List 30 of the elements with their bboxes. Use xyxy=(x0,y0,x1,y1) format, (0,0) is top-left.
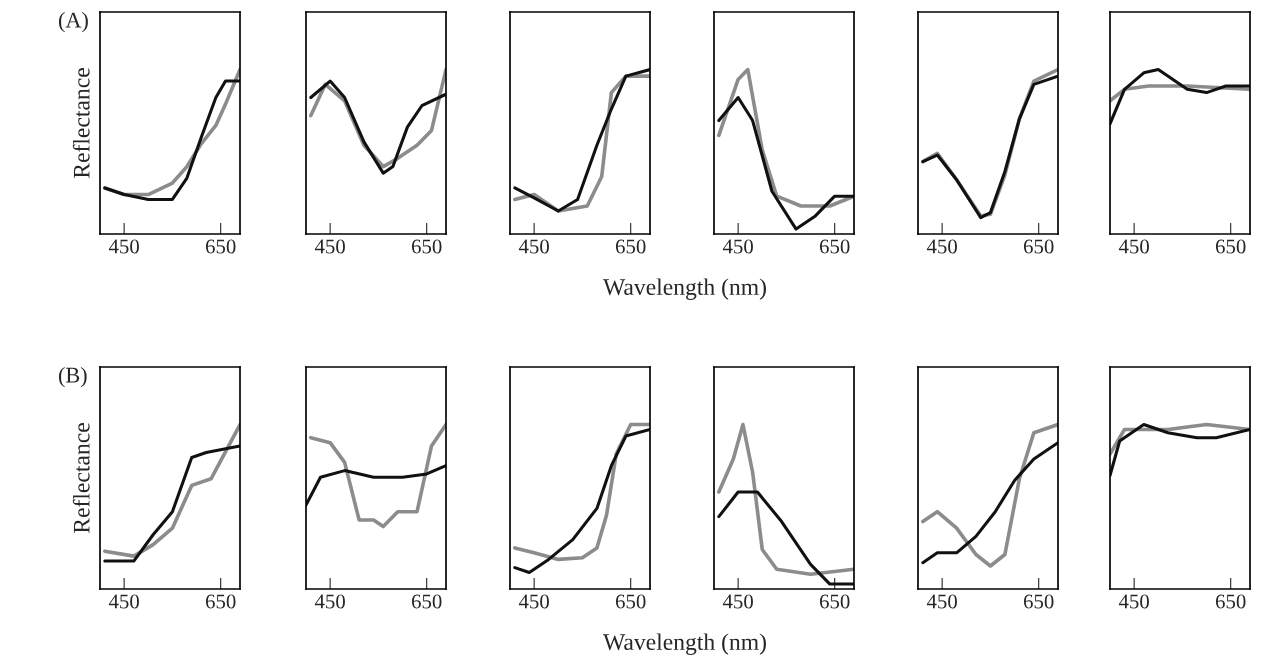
x-tick-label: 450 xyxy=(1118,239,1149,254)
y-axis-title: Reflectance xyxy=(72,423,90,534)
x-tick-label: 650 xyxy=(205,239,236,254)
x-tick-label: 650 xyxy=(1023,594,1054,609)
x-tick-label: 450 xyxy=(518,239,549,254)
x-tick-label: 650 xyxy=(411,594,442,609)
x-tick-label: 450 xyxy=(1118,594,1149,609)
x-tick-label: 650 xyxy=(819,239,850,254)
y-axis-title: Reflectance xyxy=(72,68,90,179)
x-tick-label: 650 xyxy=(1215,594,1246,609)
chart-title: (B) xyxy=(58,367,87,388)
x-tick-label: 650 xyxy=(1215,239,1246,254)
x-axis-title: Wavelength (nm) xyxy=(603,278,766,300)
x-tick-label: 450 xyxy=(722,594,753,609)
x-tick-label: 450 xyxy=(314,594,345,609)
x-axis-title: Wavelength (nm) xyxy=(603,633,766,655)
x-tick-label: 650 xyxy=(819,594,850,609)
x-tick-label: 450 xyxy=(926,239,957,254)
x-tick-label: 650 xyxy=(615,594,646,609)
x-tick-label: 450 xyxy=(722,239,753,254)
x-tick-label: 650 xyxy=(205,594,236,609)
chart-title: (A) xyxy=(58,12,88,33)
x-tick-label: 450 xyxy=(108,239,139,254)
x-tick-label: 650 xyxy=(1023,239,1054,254)
x-tick-label: 450 xyxy=(108,594,139,609)
x-tick-label: 450 xyxy=(518,594,549,609)
x-tick-label: 450 xyxy=(926,594,957,609)
x-tick-label: 450 xyxy=(314,239,345,254)
x-tick-label: 650 xyxy=(615,239,646,254)
x-tick-label: 650 xyxy=(411,239,442,254)
